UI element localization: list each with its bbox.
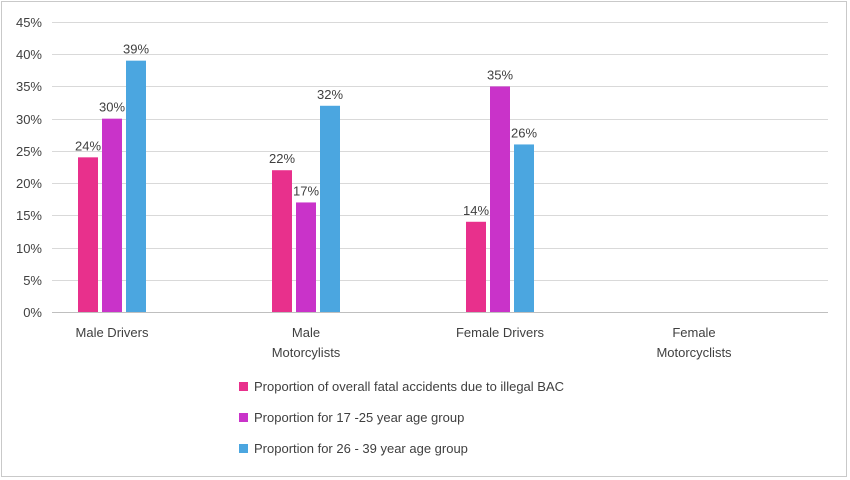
x-tick-label: Female Drivers	[456, 325, 545, 340]
bar	[126, 60, 146, 312]
legend-entry-label: Proportion for 26 - 39 year age group	[254, 441, 468, 456]
x-tick-label: Male Drivers	[76, 325, 149, 340]
y-tick-label: 20%	[16, 176, 42, 191]
bar	[466, 221, 486, 312]
legend-swatch	[239, 413, 248, 422]
legend-swatch	[239, 444, 248, 453]
bar	[296, 202, 316, 312]
x-tick-label: Female Motorcyclists	[656, 325, 732, 360]
y-tick-label: 15%	[16, 208, 42, 223]
y-tick-label: 25%	[16, 144, 42, 159]
bars	[78, 60, 534, 313]
bar	[272, 170, 292, 312]
data-label: 32%	[317, 87, 343, 102]
data-labels: 24% 22% 14% 30% 17% 35% 39% 32% 26%	[75, 42, 537, 218]
data-label: 24%	[75, 138, 101, 153]
data-label: 26%	[511, 125, 537, 140]
legend-swatch	[239, 382, 248, 391]
gridlines	[52, 22, 828, 313]
bar	[320, 105, 340, 313]
y-tick-label: 40%	[16, 47, 42, 62]
bar	[490, 86, 510, 312]
x-axis-ticks: Male Drivers Male Motorcylists Female Drive…	[76, 325, 733, 360]
y-tick-label: 5%	[23, 273, 42, 288]
legend-entry-label: Proportion for 17 -25 year age group	[254, 410, 464, 425]
y-axis-ticks: 0% 5% 10% 15% 20% 25% 30% 35% 40% 45%	[16, 15, 42, 320]
bar	[78, 157, 98, 312]
y-tick-label: 45%	[16, 15, 42, 30]
data-label: 22%	[269, 151, 295, 166]
data-label: 17%	[293, 183, 319, 198]
data-label: 39%	[123, 42, 149, 57]
x-tick-label: Male Motorcylists	[272, 325, 341, 360]
bar	[514, 144, 534, 312]
bar	[102, 118, 122, 313]
y-tick-label: 35%	[16, 79, 42, 94]
y-tick-label: 10%	[16, 241, 42, 256]
legend[interactable]: Proportion of overall fatal accidents du…	[239, 379, 564, 456]
y-tick-label: 0%	[23, 305, 42, 320]
y-tick-label: 30%	[16, 112, 42, 127]
data-label: 14%	[463, 203, 489, 218]
data-label: 30%	[99, 100, 125, 115]
legend-entry-label: Proportion of overall fatal accidents du…	[254, 379, 564, 394]
data-label: 35%	[487, 67, 513, 82]
